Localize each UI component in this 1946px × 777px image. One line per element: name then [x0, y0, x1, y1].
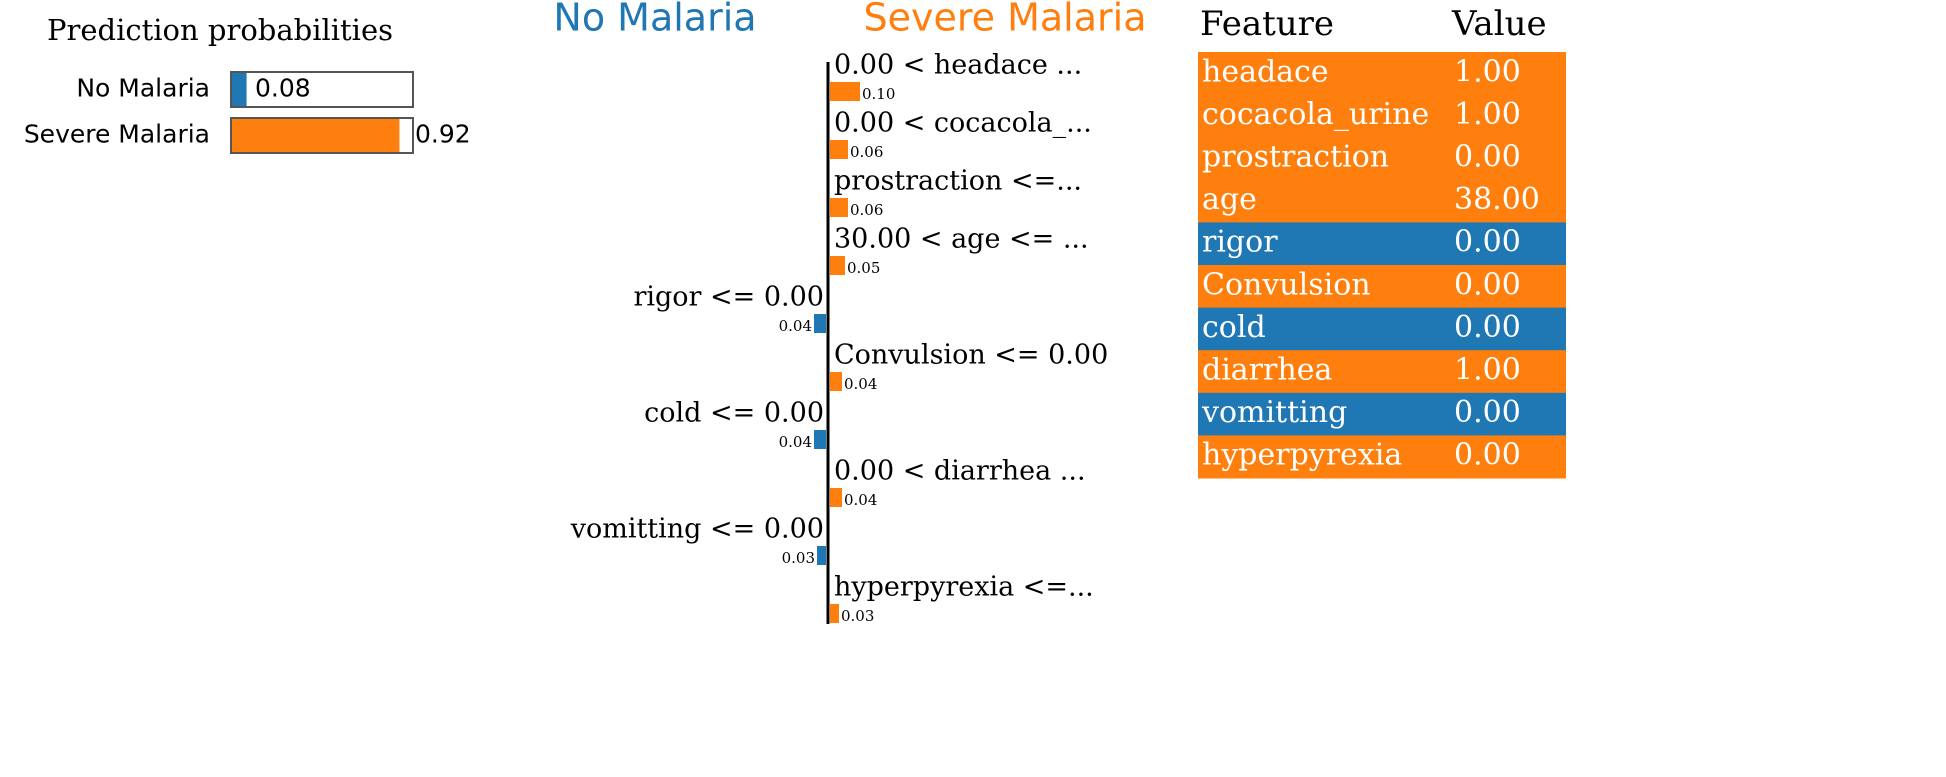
class-label: No Malaria	[76, 74, 210, 103]
probability-bar	[232, 73, 247, 106]
table-cell: rigor	[1202, 225, 1278, 260]
table-cell: 1.00	[1454, 353, 1521, 388]
table-cell: vomitting	[1201, 395, 1347, 430]
weight-bar	[817, 546, 826, 565]
table-cell: Convulsion	[1202, 267, 1371, 302]
probabilities-title: Prediction probabilities	[47, 13, 393, 47]
table-cell: 0.00	[1454, 225, 1521, 260]
weight-label: 0.04	[844, 491, 877, 509]
feature-label: hyperpyrexia <=...	[834, 572, 1094, 603]
table-row	[1198, 435, 1566, 479]
table-cell: 1.00	[1454, 54, 1521, 89]
table-cell: 0.00	[1454, 267, 1521, 302]
class-label: Severe Malaria	[24, 120, 210, 149]
table-cell: prostraction	[1202, 140, 1389, 175]
table-row	[1198, 137, 1566, 181]
weight-bar	[830, 604, 839, 623]
weight-bar	[814, 314, 826, 333]
weight-label: 0.04	[779, 433, 812, 451]
table-header: Feature	[1200, 4, 1334, 44]
table-cell: age	[1202, 182, 1257, 217]
table-cell: 0.00	[1454, 395, 1521, 430]
weight-bar	[830, 198, 848, 217]
table-row	[1198, 179, 1566, 223]
weight-bar	[830, 256, 845, 275]
feature-label: 0.00 < cocacola_...	[834, 108, 1092, 139]
feature-label: prostraction <=...	[834, 166, 1082, 197]
weight-label: 0.06	[850, 143, 883, 161]
weight-label: 0.04	[844, 375, 877, 393]
table-cell: 1.00	[1454, 97, 1521, 132]
weight-bar	[830, 488, 842, 507]
feature-label: rigor <= 0.00	[633, 282, 824, 313]
table-row	[1198, 307, 1566, 351]
table-header: Value	[1451, 4, 1547, 44]
weight-label: 0.05	[847, 259, 880, 277]
table-cell: 38.00	[1454, 182, 1540, 217]
feature-label: Convulsion <= 0.00	[834, 340, 1108, 371]
weight-label: 0.10	[862, 85, 895, 103]
table-row	[1198, 265, 1566, 309]
class-header: Severe Malaria	[864, 0, 1147, 40]
feature-label: vomitting <= 0.00	[570, 514, 824, 545]
weight-label: 0.03	[782, 549, 815, 567]
weight-bar	[830, 82, 860, 101]
table-cell: diarrhea	[1202, 353, 1332, 388]
table-row	[1198, 94, 1566, 138]
table-cell: headace	[1202, 54, 1329, 89]
table-cell: 0.00	[1454, 140, 1521, 175]
feature-label: cold <= 0.00	[644, 398, 824, 429]
weight-bar	[814, 430, 826, 449]
table-row	[1198, 52, 1566, 96]
class-header: No Malaria	[553, 0, 756, 40]
table-cell: hyperpyrexia	[1202, 438, 1402, 473]
table-cell: 0.00	[1454, 438, 1521, 473]
table-cell: cold	[1202, 310, 1266, 345]
probability-frame	[230, 117, 414, 154]
table-cell: cocacola_urine	[1202, 97, 1429, 132]
feature-label: 30.00 < age <= ...	[834, 224, 1089, 255]
weight-label: 0.03	[841, 607, 874, 625]
probability-bar	[232, 119, 400, 152]
weight-bar	[830, 140, 848, 159]
probability-label: 0.08	[255, 74, 311, 103]
weight-bar	[830, 372, 842, 391]
probability-label: 0.92	[415, 120, 471, 149]
feature-label: 0.00 < diarrhea ...	[834, 456, 1086, 487]
table-row	[1198, 392, 1566, 436]
probability-frame	[230, 71, 414, 108]
table-cell: 0.00	[1454, 310, 1521, 345]
weight-label: 0.06	[850, 201, 883, 219]
feature-label: 0.00 < headace ...	[834, 50, 1082, 81]
table-row	[1198, 350, 1566, 394]
weight-label: 0.04	[779, 317, 812, 335]
table-row	[1198, 222, 1566, 266]
